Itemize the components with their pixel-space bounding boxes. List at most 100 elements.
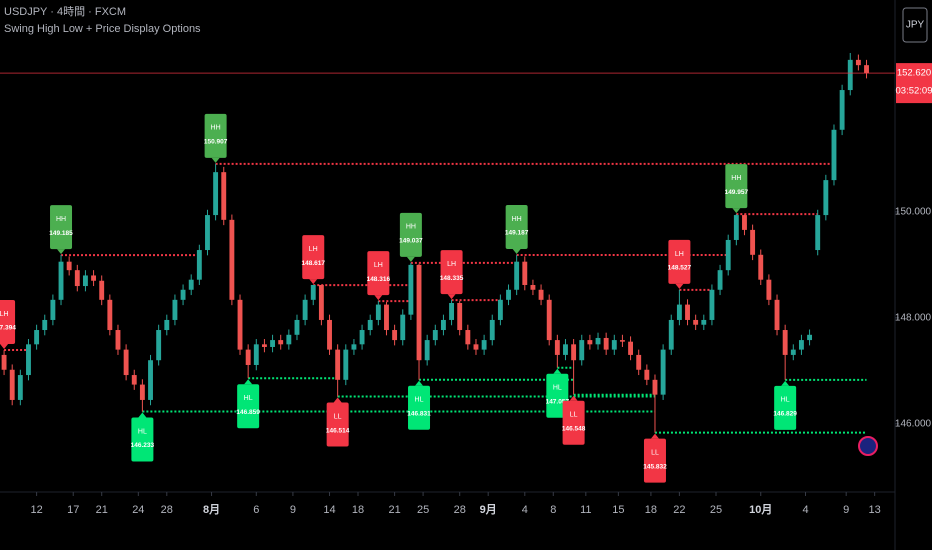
x-tick-label: 14 xyxy=(323,504,335,516)
swing-price: 149.185 xyxy=(49,230,73,237)
x-tick-label: 9月 xyxy=(480,503,497,516)
swing-price: 147.057 xyxy=(546,399,570,406)
x-tick-label: 9 xyxy=(290,504,296,516)
candle-body xyxy=(302,299,308,320)
x-tick-label: 18 xyxy=(645,504,657,516)
candle-body xyxy=(628,341,634,355)
candle-body xyxy=(384,304,389,331)
candle-body xyxy=(644,369,650,380)
candle-body xyxy=(188,279,194,290)
candle-body xyxy=(685,304,690,320)
candle-body xyxy=(42,319,48,331)
swing-label-box xyxy=(668,239,691,284)
swing-label-box xyxy=(302,235,325,280)
candle-body xyxy=(546,299,552,341)
x-tick-label: 17 xyxy=(67,504,79,516)
x-tick-label: 8月 xyxy=(203,503,220,516)
swing-label-pointer xyxy=(675,283,684,289)
x-tick-label: 4 xyxy=(522,504,528,516)
swing-price: 148.316 xyxy=(367,276,391,283)
candle-body xyxy=(408,264,414,315)
swing-label-pointer xyxy=(244,379,253,385)
swing-label-box xyxy=(204,113,227,158)
candle-body xyxy=(359,330,365,345)
swing-label-box xyxy=(440,250,463,295)
candle-body xyxy=(864,65,869,74)
swing-type: LH xyxy=(374,262,383,269)
candle-body xyxy=(424,340,430,361)
swing-price: 148.617 xyxy=(302,260,326,267)
x-tick-label: 24 xyxy=(132,504,144,516)
swing-price: 146.514 xyxy=(326,427,350,434)
swing-label-pointer xyxy=(415,380,424,386)
candle-body xyxy=(742,215,747,230)
candle-body xyxy=(619,340,625,342)
candle-body xyxy=(839,90,845,130)
swing-type: HL xyxy=(138,428,147,435)
swing-label-pointer xyxy=(512,248,521,254)
x-tick-label: 15 xyxy=(612,504,624,516)
swing-price: 146.859 xyxy=(236,409,260,416)
swing-label-pointer xyxy=(374,295,383,301)
candle-body xyxy=(318,284,324,320)
swing-type: LH xyxy=(309,246,318,253)
x-tick-label: 28 xyxy=(454,504,466,516)
candle-body xyxy=(506,289,511,300)
candle-body xyxy=(237,299,243,350)
candle-body xyxy=(473,344,479,350)
x-tick-label: 28 xyxy=(161,504,173,516)
currency-box[interactable] xyxy=(902,7,928,43)
swing-label-box xyxy=(326,402,349,447)
candle-body xyxy=(676,304,682,320)
x-tick-label: 4 xyxy=(802,504,808,516)
swing-price: 149.957 xyxy=(725,189,749,196)
x-tick-label: 6 xyxy=(253,504,259,516)
swing-price: 146.548 xyxy=(562,425,586,432)
swing-type: HH xyxy=(406,224,416,231)
swing-label-pointer xyxy=(569,395,578,401)
swing-label-pointer xyxy=(553,368,562,374)
swing-type: HL xyxy=(781,397,790,404)
candle-body xyxy=(115,330,121,350)
candle-body xyxy=(823,180,829,216)
candle-body xyxy=(82,275,88,287)
y-tick-label: 150.000 xyxy=(895,207,932,218)
candle-body xyxy=(66,261,72,271)
candle-body xyxy=(815,215,821,251)
swing-price: 146.829 xyxy=(773,411,797,418)
swing-price: 146.233 xyxy=(131,442,155,449)
candle-body xyxy=(522,261,528,285)
swing-labels: LH 147.394 HH 149.185 HL 146.233 HH 150.907 HL 14… xyxy=(0,113,797,483)
candle-body xyxy=(180,289,186,300)
candle-body xyxy=(701,319,707,325)
candle-body xyxy=(717,270,723,290)
swing-price: 147.394 xyxy=(0,325,16,332)
x-tick-label: 25 xyxy=(710,504,722,516)
swing-type: LH xyxy=(675,251,684,258)
x-tick-label: 10月 xyxy=(749,503,772,516)
swing-type: LL xyxy=(334,413,342,420)
x-tick-label: 9 xyxy=(843,504,849,516)
swing-label-box xyxy=(50,205,73,250)
candle-body xyxy=(587,340,593,345)
candle-body xyxy=(636,354,642,370)
candle-body xyxy=(99,280,105,300)
swing-price: 146.831 xyxy=(407,410,431,417)
candle-body xyxy=(847,59,853,91)
candle-body xyxy=(554,340,560,355)
candles xyxy=(1,52,869,433)
swing-label-pointer xyxy=(333,397,342,403)
candle-body xyxy=(261,344,267,347)
candle-body xyxy=(107,299,113,331)
candle-body xyxy=(148,360,153,400)
countdown: 03:52:09 xyxy=(896,86,932,97)
swing-label-pointer xyxy=(0,343,9,349)
candle-body xyxy=(310,284,316,300)
candle-body xyxy=(9,369,15,400)
candle-body xyxy=(327,319,332,350)
flag-icon[interactable] xyxy=(858,436,878,456)
swing-label-box xyxy=(725,164,748,209)
currency[interactable]: JPY xyxy=(906,20,925,31)
